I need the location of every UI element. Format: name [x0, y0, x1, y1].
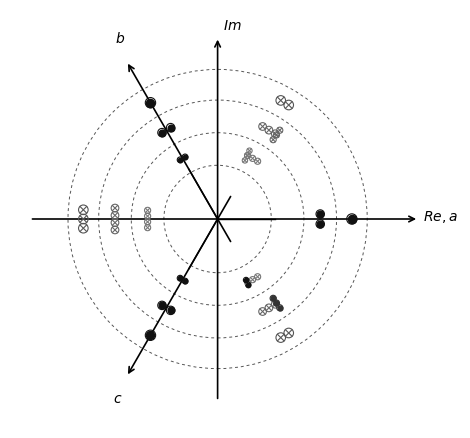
Text: $c$: $c$	[113, 392, 123, 406]
Text: $Re, a$: $Re, a$	[423, 209, 458, 225]
Text: $b$: $b$	[115, 31, 125, 46]
Text: $Im$: $Im$	[223, 19, 242, 33]
